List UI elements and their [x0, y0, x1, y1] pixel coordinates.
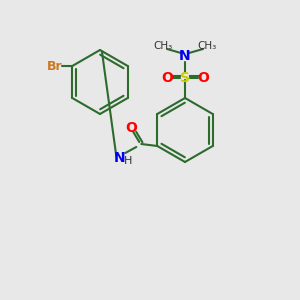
- Text: CH₃: CH₃: [153, 41, 172, 51]
- Text: N: N: [179, 49, 191, 63]
- Text: O: O: [161, 71, 173, 85]
- Text: O: O: [125, 121, 137, 135]
- Text: N: N: [113, 151, 125, 165]
- Text: O: O: [197, 71, 209, 85]
- Text: H: H: [124, 156, 133, 166]
- Text: S: S: [180, 71, 190, 85]
- Text: CH₃: CH₃: [197, 41, 217, 51]
- Text: Br: Br: [46, 59, 62, 73]
